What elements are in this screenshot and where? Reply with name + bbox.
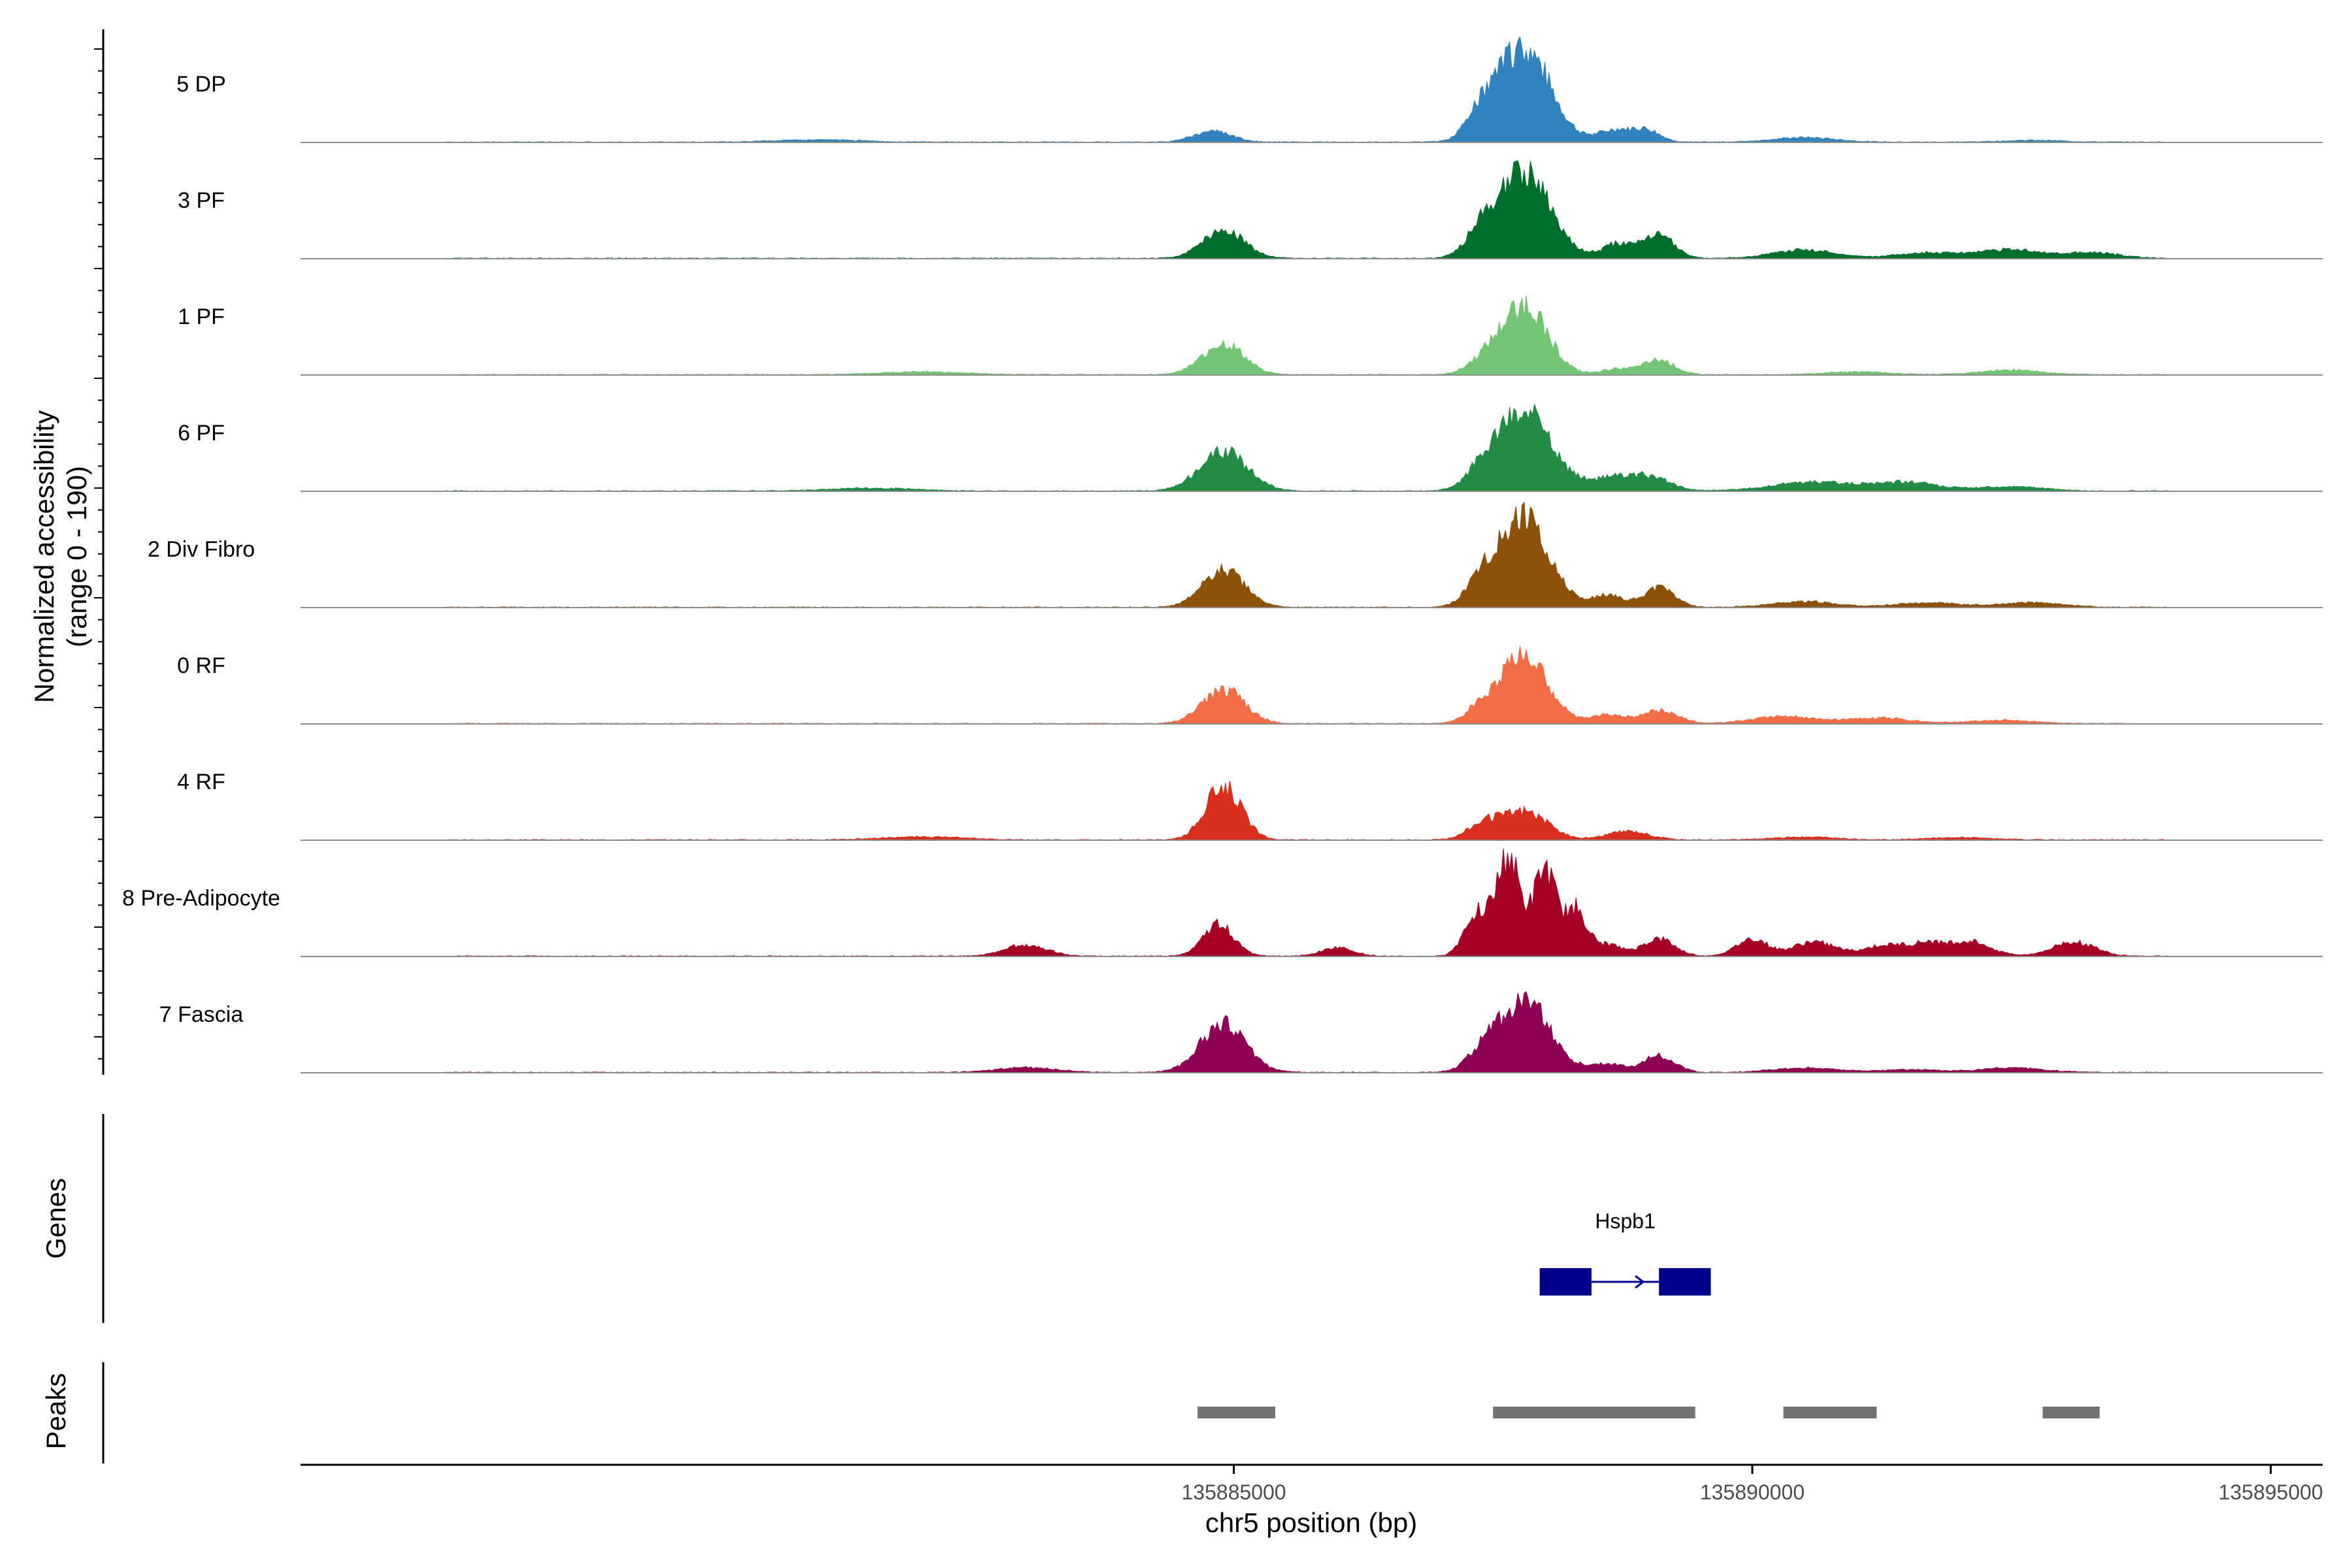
gene-exon bbox=[1659, 1268, 1711, 1296]
genes-track-title: Genes bbox=[41, 1178, 71, 1259]
track-5-dp: 5 DP bbox=[176, 36, 2323, 143]
coverage-area bbox=[445, 645, 2168, 725]
y-axis-title-line2: (range 0 - 190) bbox=[61, 466, 92, 647]
track-7-fascia: 7 Fascia bbox=[159, 991, 2323, 1073]
track-label: 1 PF bbox=[178, 304, 225, 329]
coverage-area bbox=[445, 848, 2168, 957]
peaks-track bbox=[102, 1362, 2100, 1463]
strand-arrow-icon bbox=[1540, 1275, 1551, 1289]
coverage-tracks: 5 DP 3 PF 1 PF 6 PF 2 Div Fibro 0 RF 4 RF 8 Pre… bbox=[122, 36, 2323, 1073]
peak-region bbox=[1197, 1407, 1275, 1418]
track-8-pre-adipocyte: 8 Pre-Adipocyte bbox=[122, 848, 2323, 957]
track-label: 2 Div Fibro bbox=[148, 537, 255, 562]
track-label: 8 Pre-Adipocyte bbox=[122, 886, 280, 911]
gene-hspb1: Hspb1 bbox=[1539, 1209, 1711, 1296]
coverage-area bbox=[445, 991, 2168, 1073]
strand-arrow-icon bbox=[1635, 1275, 1645, 1289]
coverage-area bbox=[445, 781, 2168, 841]
x-tick-label: 135895000 bbox=[2219, 1480, 2323, 1504]
track-label: 7 Fascia bbox=[159, 1002, 244, 1027]
track-6-pf: 6 PF bbox=[178, 404, 2323, 492]
track-label: 6 PF bbox=[178, 421, 225, 446]
coverage-area bbox=[445, 501, 2168, 608]
coverage-area bbox=[445, 295, 2168, 376]
y-axis-title-line1: Normalized accessibility bbox=[29, 410, 59, 703]
genes-track: Hspb1 bbox=[102, 1114, 1711, 1323]
track-0-rf: 0 RF bbox=[177, 645, 2323, 725]
coverage-area bbox=[445, 404, 2168, 492]
coverage-area bbox=[445, 160, 2168, 259]
x-tick-label: 135890000 bbox=[1700, 1480, 1805, 1504]
x-axis-title: chr5 position (bp) bbox=[1205, 1507, 1418, 1538]
peak-region bbox=[1783, 1407, 1877, 1418]
track-3-pf: 3 PF bbox=[178, 160, 2323, 259]
x-tick-label: 135885000 bbox=[1181, 1480, 1286, 1504]
track-label: 3 PF bbox=[178, 188, 225, 213]
peaks-track-title: Peaks bbox=[41, 1373, 71, 1450]
track-label: 4 RF bbox=[177, 770, 225, 794]
coverage-area bbox=[445, 36, 2168, 143]
track-4-rf: 4 RF bbox=[177, 770, 2323, 841]
x-axis: 135885000 135890000 135895000 bbox=[301, 1463, 2323, 1504]
track-2-div-fibro: 2 Div Fibro bbox=[148, 501, 2323, 608]
track-1-pf: 1 PF bbox=[178, 295, 2323, 376]
track-label: 5 DP bbox=[176, 72, 226, 97]
gene-label: Hspb1 bbox=[1595, 1209, 1656, 1233]
peak-region bbox=[1493, 1407, 1695, 1418]
y-axis bbox=[94, 29, 105, 1075]
peak-region bbox=[2042, 1407, 2100, 1418]
track-label: 0 RF bbox=[177, 653, 225, 678]
